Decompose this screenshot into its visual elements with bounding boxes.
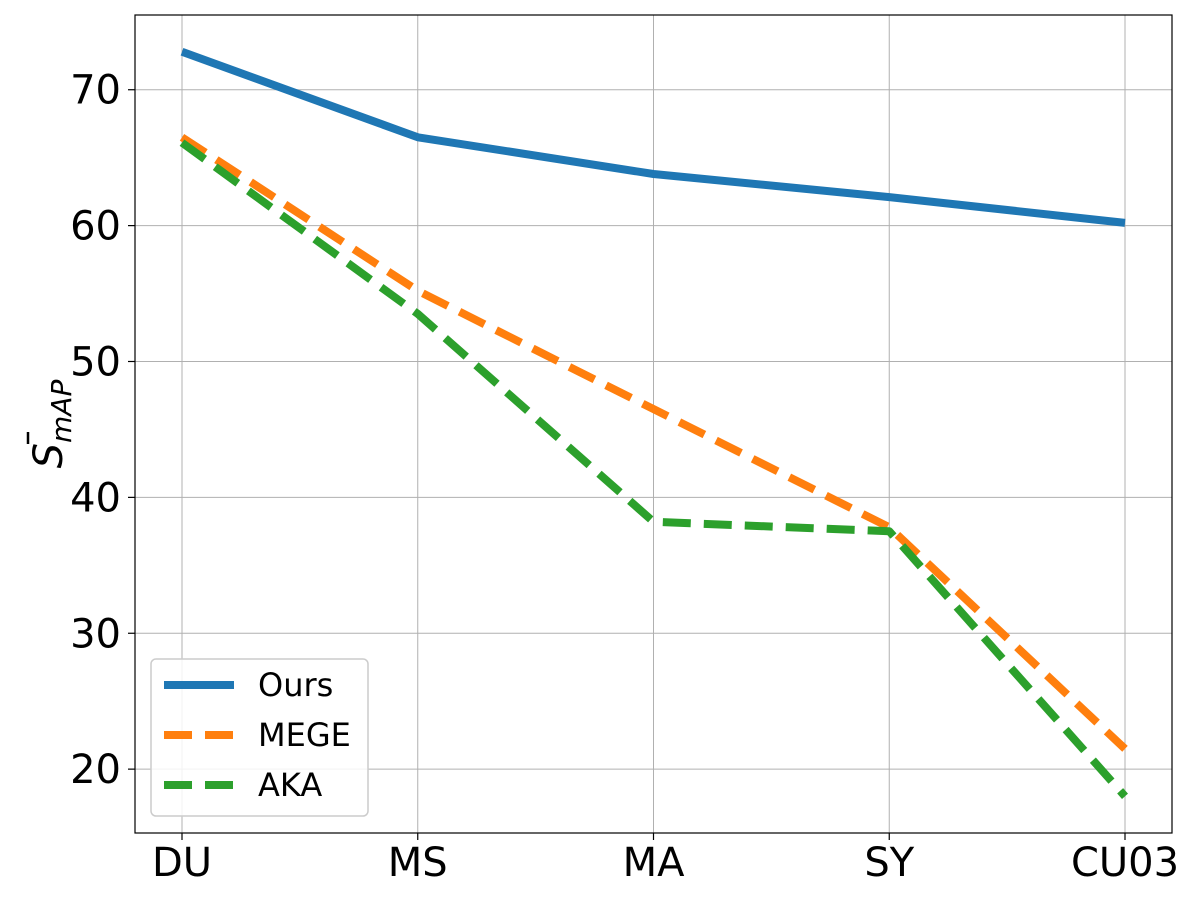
series-line-mege [179, 133, 1128, 752]
legend-label: MEGE [258, 716, 351, 754]
y-axis-label-base: S [26, 443, 72, 468]
x-axis-ticks: DU MS MA SY CU03 [152, 833, 1179, 886]
series-lines [179, 47, 1128, 799]
series-line-ours [180, 47, 1126, 227]
y-tick-label: 70 [70, 68, 121, 114]
legend-label: Ours [258, 666, 333, 704]
y-tick-label: 20 [70, 747, 121, 793]
legend-label: AKA [258, 766, 322, 804]
x-tick-label: MS [388, 840, 448, 886]
y-axis-label-subscript: mAP [45, 380, 78, 443]
y-axis-ticks: 20 30 40 50 60 70 [70, 68, 135, 793]
x-tick-label: MA [623, 840, 686, 886]
y-tick-label: 60 [70, 204, 121, 250]
legend-box [150, 658, 369, 817]
x-tick-label: SY [864, 840, 914, 886]
y-tick-label: 50 [70, 339, 121, 385]
y-axis-label: SmAP [26, 380, 78, 469]
y-tick-label: 40 [70, 475, 121, 521]
series-line-aka [179, 139, 1128, 799]
grid-lines [135, 15, 1172, 833]
y-tick-label: 30 [70, 611, 121, 657]
x-tick-label: CU03 [1071, 840, 1179, 886]
legend: Ours MEGE AKA [150, 658, 369, 817]
x-tick-label: DU [152, 840, 212, 886]
